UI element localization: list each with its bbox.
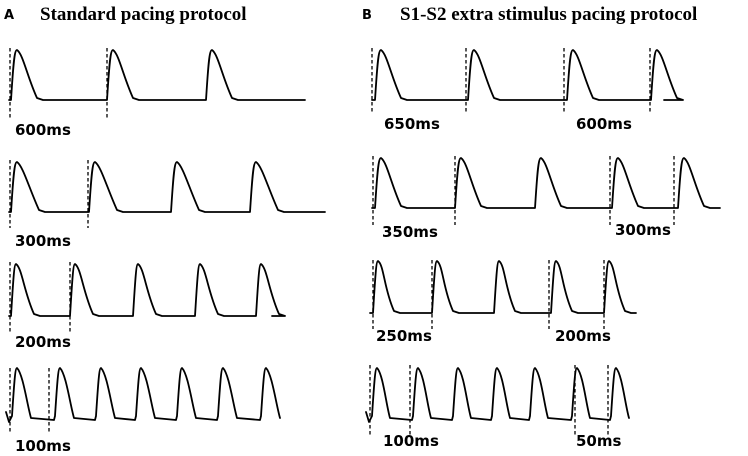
panel-b-row4-s1-interval-label: 100ms [383, 432, 439, 450]
panel-b-row1-s1-interval-label: 650ms [384, 115, 440, 133]
panel-b-row2-s1-interval-label: 350ms [382, 223, 438, 241]
panel-b-row4-s2-interval-label: 50ms [576, 432, 622, 450]
panel-b-row2-s2-interval-label: 300ms [615, 221, 671, 239]
panel-a-row1-action-potential-trace [8, 49, 306, 101]
panel-a-traces [5, 48, 326, 432]
panel-a-row4-interval-label: 100ms [15, 437, 71, 455]
panel-a-row3-interval-label: 200ms [15, 333, 71, 351]
panel-b-row1-action-potential-trace [371, 49, 684, 101]
panel-b-letter: B [362, 8, 372, 23]
panel-a-title: Standard pacing protocol [40, 4, 247, 25]
panel-a-row2-recording [8, 160, 326, 228]
panel-b-title: S1-S2 extra stimulus pacing protocol [400, 4, 697, 25]
panel-b-row2-action-potential-trace [371, 157, 721, 209]
panel-b-row1-recording [371, 48, 684, 114]
panel-a-row3-action-potential-trace [8, 263, 286, 317]
panel-a-row2-action-potential-trace [8, 161, 326, 213]
panel-b-row2-recording [371, 156, 721, 225]
panel-a-row3-recording [8, 262, 286, 333]
panel-b-row3-s2-interval-label: 200ms [555, 327, 611, 345]
panel-b-row3-recording [369, 260, 637, 329]
panel-b-row1-s2-interval-label: 600ms [576, 115, 632, 133]
panel-a-row2-interval-label: 300ms [15, 232, 71, 250]
panel-a-row1-interval-label: 600ms [15, 121, 71, 139]
panel-b-row4-action-potential-trace [365, 367, 630, 423]
panel-a-letter: A [4, 8, 14, 23]
panel-b-row3-s1-interval-label: 250ms [376, 327, 432, 345]
panel-b-traces [365, 48, 721, 437]
panel-a-row1-recording [8, 48, 306, 120]
panel-b-row3-action-potential-trace [369, 260, 637, 314]
panel-a-row4-recording [5, 367, 281, 432]
panel-b-row4-recording [365, 365, 630, 437]
panel-a-row4-action-potential-trace [5, 367, 281, 423]
